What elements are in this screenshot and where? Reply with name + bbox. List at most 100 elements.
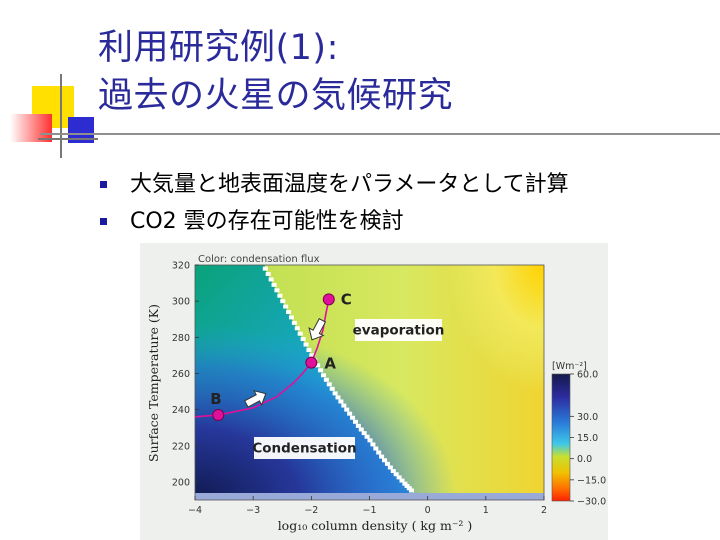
x-axis-label: log₁₀ column density ( kg m⁻² ) <box>278 518 473 533</box>
boundary-dot <box>323 377 329 382</box>
boundary-dot <box>393 472 399 477</box>
state-point-label: C <box>341 290 352 308</box>
condensation-chart: −4 −3 −2 −1 0 1 2 320 300 280 260 240 220 200 Color:… <box>146 254 606 533</box>
boundary-dot <box>318 368 324 373</box>
svg-text:Condensation: Condensation <box>252 441 356 457</box>
x-tick-label: 2 <box>541 505 547 516</box>
state-point-label: B <box>210 390 221 408</box>
colorbar-scale <box>551 373 571 502</box>
boundary-dot <box>291 320 297 325</box>
x-tick-label: −1 <box>362 505 376 516</box>
bullet-item: CO2 雲の存在可能性を検討 <box>100 203 569 240</box>
boundary-dot <box>320 373 326 378</box>
slide-title-line-1: 利用研究例(1): <box>98 28 339 68</box>
boundary-dot <box>309 353 315 358</box>
boundary-dot <box>297 331 303 336</box>
chart-note: Color: condensation flux <box>198 254 320 265</box>
red-square-decoration <box>10 114 52 142</box>
boundary-dot <box>271 282 277 287</box>
slide-title-line-2: 過去の火星の気候研究 <box>98 76 454 116</box>
boundary-dot <box>306 347 312 352</box>
region-label-evaporation: evaporation <box>353 319 445 341</box>
state-point-b <box>212 409 225 422</box>
boundary-dot <box>288 315 294 320</box>
colorbar-tick-label: −15.0 <box>577 475 606 486</box>
x-tick-label: −4 <box>188 505 202 516</box>
boundary-dot <box>286 310 292 314</box>
svg-text:evaporation: evaporation <box>353 323 445 339</box>
boundary-dot <box>404 483 410 488</box>
plot-area <box>195 265 544 500</box>
boundary-dot <box>361 431 367 436</box>
colorbar-tick-label: 15.0 <box>577 433 598 444</box>
boundary-dot <box>329 386 335 391</box>
boundary-dot <box>352 419 358 424</box>
square-bullet-icon <box>100 181 107 188</box>
boundary-dot <box>406 486 412 491</box>
state-point-c <box>322 293 335 306</box>
slide-title: 利用研究例(1): 過去の火星の気候研究 <box>98 24 453 120</box>
condensation-boundary <box>262 266 414 493</box>
boundary-dot <box>396 475 402 480</box>
boundary-dot <box>283 304 289 309</box>
boundary-dot <box>268 277 274 282</box>
boundary-dot <box>390 469 396 474</box>
boundary-dot <box>332 391 338 396</box>
region-labels: evaporation Condensation <box>252 319 444 459</box>
y-tick-label: 300 <box>172 297 190 308</box>
boundary-dot <box>364 434 370 439</box>
state-point-a <box>305 356 318 369</box>
boundary-dot <box>280 299 286 304</box>
x-tick-label: −3 <box>246 505 260 516</box>
title-underline <box>40 133 720 135</box>
boundary-dot <box>350 415 356 420</box>
y-axis: 320 300 280 260 240 220 200 <box>172 261 199 488</box>
boundary-dot <box>402 481 408 486</box>
boundary-dot <box>376 450 382 455</box>
boundary-dot <box>262 266 268 271</box>
region-label-condensation: Condensation <box>252 437 357 459</box>
trajectory-arrows <box>244 318 327 408</box>
bullet-item: 大気量と地表面温度をパラメータとして計算 <box>100 166 569 203</box>
boundary-dot <box>382 458 388 463</box>
boundary-dot <box>358 427 364 432</box>
flow-arrow-icon <box>308 318 327 341</box>
boundary-dot <box>344 407 350 412</box>
colorbar: [Wm⁻²] 60.0 30.0 15.0 0.0 −15.0 −30.0 <box>551 361 606 508</box>
boundary-dot <box>347 411 353 416</box>
boundary-dot <box>265 272 271 277</box>
state-point-label: A <box>324 355 336 373</box>
boundary-dot <box>300 337 306 342</box>
boundary-dot <box>367 438 373 443</box>
colorbar-unit: [Wm⁻²] <box>552 361 587 372</box>
colorbar-tick-label: 60.0 <box>577 370 598 381</box>
y-axis-label: Surface Temperature (K) <box>146 304 161 462</box>
boundary-dot <box>379 454 385 459</box>
y-tick-label: 260 <box>172 369 190 380</box>
boundary-dot <box>399 478 405 483</box>
boundary-dot <box>303 342 309 347</box>
climate-figure: −4 −3 −2 −1 0 1 2 320 300 280 260 240 220 200 Color:… <box>140 243 608 540</box>
vertical-rule-decoration <box>60 74 62 158</box>
y-tick-label: 200 <box>172 477 190 488</box>
boundary-dot <box>338 399 344 404</box>
boundary-dot <box>384 461 390 466</box>
state-points: C A B <box>210 290 352 422</box>
horizontal-rule-decoration <box>38 138 98 140</box>
boundary-dot <box>373 446 379 451</box>
y-tick-label: 240 <box>172 405 190 416</box>
boundary-dot <box>274 288 280 293</box>
y-tick-label: 320 <box>172 261 190 272</box>
boundary-dot <box>326 382 332 387</box>
square-bullet-icon <box>100 218 107 225</box>
x-tick-label: 0 <box>425 505 431 516</box>
flow-arrow-icon <box>244 390 267 408</box>
boundary-dot <box>408 488 414 493</box>
boundary-dot <box>294 326 300 331</box>
boundary-dot <box>387 465 393 470</box>
colorbar-tick-label: −30.0 <box>577 497 606 508</box>
x-tick-label: 1 <box>483 505 489 516</box>
boundary-dot <box>277 293 283 298</box>
bullet-text: CO2 雲の存在可能性を検討 <box>130 209 404 234</box>
colorbar-tick-label: 0.0 <box>577 454 592 465</box>
